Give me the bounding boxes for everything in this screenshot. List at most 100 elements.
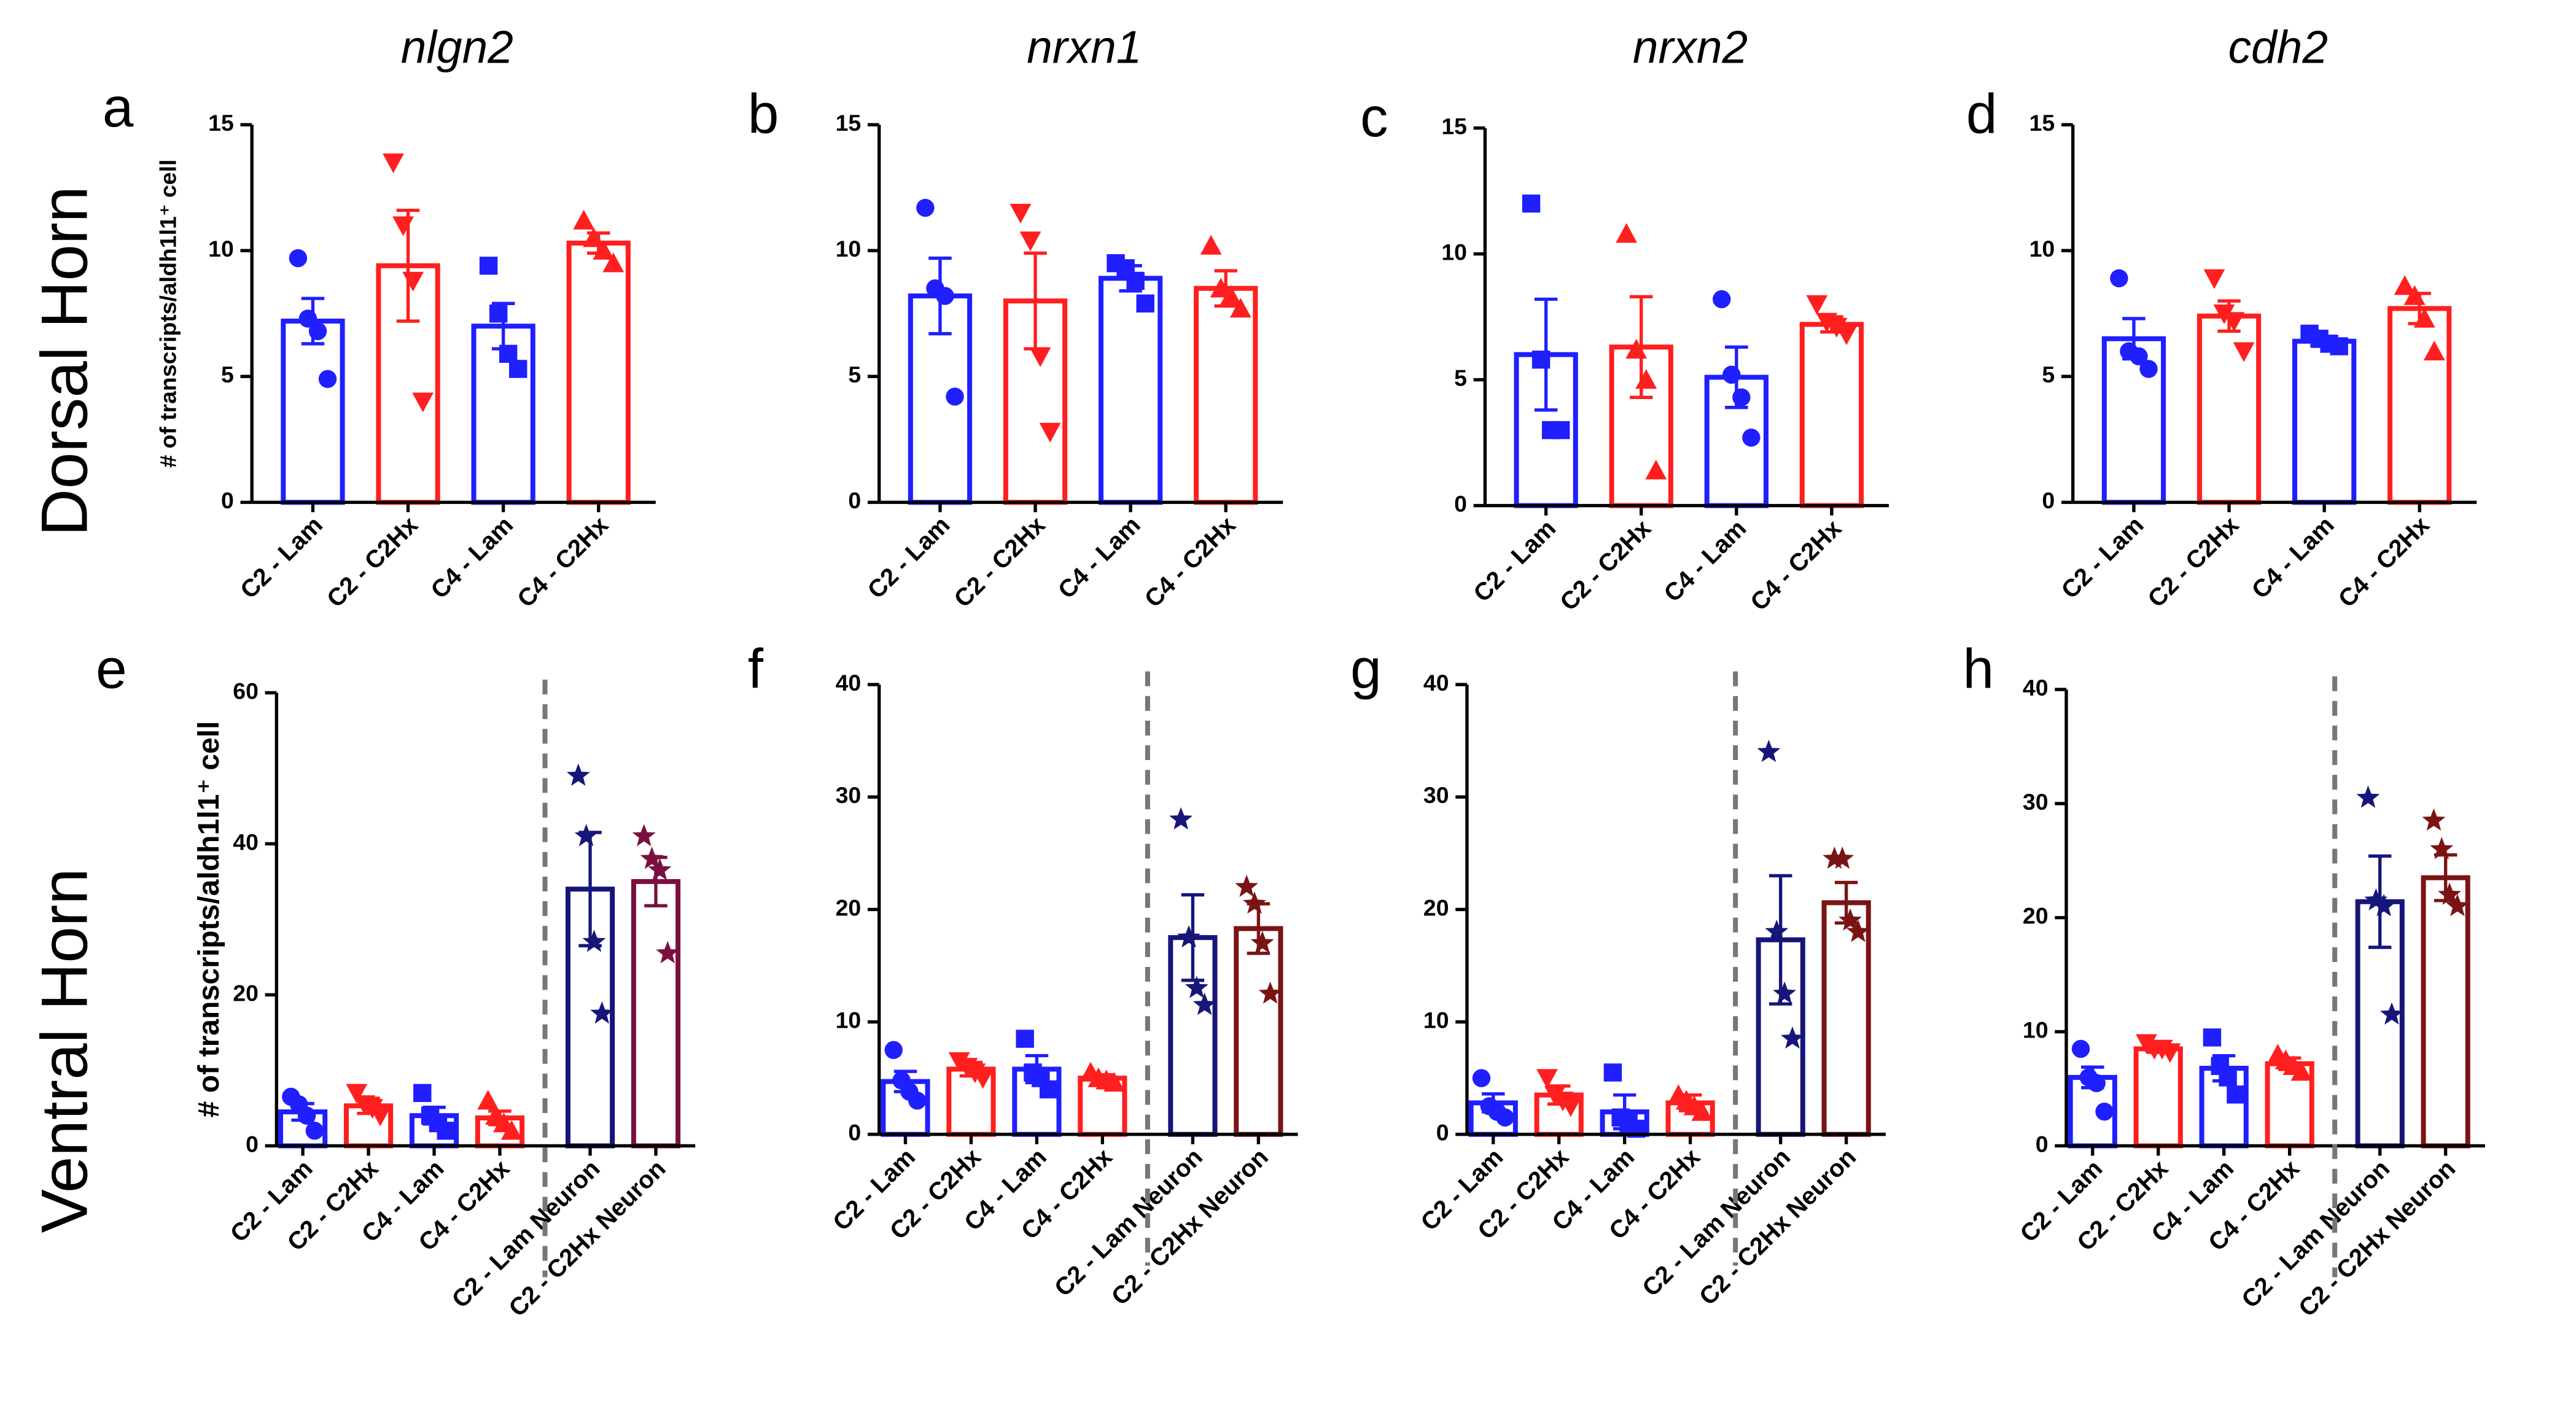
row-label: Dorsal Horn	[28, 186, 101, 537]
data-point	[509, 360, 527, 378]
bar	[2292, 338, 2357, 505]
data-point	[2379, 1002, 2403, 1025]
x-tick-label: C2 - Lam	[235, 511, 328, 604]
data-point	[1757, 739, 1781, 762]
y-tick-label: 0	[848, 487, 861, 513]
data-point	[489, 305, 508, 323]
data-point	[1536, 1069, 1558, 1089]
data-point	[936, 287, 954, 305]
data-point	[972, 1069, 994, 1089]
data-point	[2095, 1102, 2114, 1121]
data-point	[346, 1084, 368, 1104]
data-point	[908, 1092, 927, 1110]
data-point	[593, 239, 615, 260]
y-tick-label: 10	[2029, 236, 2055, 262]
data-point	[2423, 340, 2445, 360]
data-point	[2223, 312, 2245, 332]
data-point	[2364, 888, 2388, 910]
data-point	[2233, 342, 2255, 362]
data-point	[2110, 269, 2128, 288]
data-point	[402, 271, 424, 292]
y-tick-label: 40	[2023, 675, 2049, 700]
x-tick-label: C4 - C2Hx	[512, 511, 613, 613]
data-point	[412, 392, 434, 413]
bar	[1234, 926, 1283, 1137]
panel-label: c	[1360, 87, 1388, 149]
x-tick-label: C2 - C2Hx	[322, 511, 423, 613]
y-tick-label: 60	[233, 678, 259, 704]
data-point	[1713, 290, 1731, 309]
y-tick-label: 0	[2042, 487, 2055, 513]
data-point	[1029, 347, 1051, 367]
data-point	[1010, 204, 1032, 224]
data-point	[392, 216, 414, 236]
x-tick-label: C4 - C2Hx	[1745, 514, 1846, 616]
data-point	[1826, 317, 1848, 338]
data-point	[1039, 422, 1061, 443]
data-point	[1722, 365, 1741, 384]
y-tick-label: 10	[208, 236, 234, 262]
data-point	[648, 858, 672, 880]
data-point	[1136, 294, 1154, 313]
y-tick-label: 30	[1423, 782, 1449, 808]
data-point	[1839, 908, 1862, 931]
data-point	[1635, 369, 1657, 389]
data-point	[1177, 925, 1200, 948]
data-point	[946, 387, 964, 406]
data-point	[289, 249, 308, 268]
x-tick-label: C2 - C2Hx	[949, 511, 1051, 613]
data-point	[2087, 1074, 2106, 1092]
data-point	[2290, 1061, 2313, 1081]
data-point	[1625, 339, 1648, 359]
data-point	[2394, 275, 2416, 295]
y-tick-label: 10	[836, 1007, 862, 1033]
data-point	[1522, 194, 1541, 213]
data-point	[582, 929, 606, 952]
data-point	[1019, 231, 1041, 252]
y-tick-label: 15	[208, 110, 234, 136]
y-tick-label: 0	[848, 1120, 861, 1146]
row-label: Ventral Horn	[28, 868, 101, 1233]
y-axis-label: # of transcripts/aldh1l1⁺ cell	[155, 160, 181, 468]
data-point	[2422, 808, 2446, 831]
data-point	[1816, 312, 1838, 333]
data-point	[566, 763, 590, 786]
data-point	[1831, 846, 1854, 869]
y-tick-label: 10	[1423, 1007, 1449, 1033]
y-tick-label: 5	[1454, 365, 1467, 390]
y-tick-label: 0	[221, 487, 234, 513]
data-point	[1229, 298, 1251, 318]
data-point	[1220, 285, 1242, 305]
data-point	[2413, 308, 2435, 328]
data-point	[2219, 1068, 2237, 1087]
data-point	[640, 846, 664, 869]
panel-label: a	[103, 77, 134, 139]
y-tick-label: 20	[1423, 894, 1449, 920]
data-point	[500, 1120, 523, 1140]
y-tick-label: 5	[2042, 362, 2055, 387]
panel-label: h	[1963, 638, 1994, 700]
data-point	[1472, 1069, 1491, 1087]
data-point	[1039, 1080, 1058, 1099]
data-point	[305, 1122, 324, 1140]
y-tick-label: 20	[2023, 903, 2049, 929]
y-tick-label: 0	[1436, 1120, 1449, 1146]
data-point	[1242, 891, 1266, 914]
data-point	[2356, 785, 2380, 808]
y-tick-label: 20	[836, 894, 862, 920]
y-tick-label: 10	[2023, 1017, 2049, 1042]
panel-title: nlgn2	[401, 21, 513, 73]
y-tick-label: 30	[2023, 789, 2049, 815]
x-tick-label: C2 - C2Hx	[2143, 511, 2244, 613]
data-point	[1250, 931, 1274, 953]
x-tick-label: C4 - Lam	[1053, 511, 1146, 604]
data-point	[413, 1084, 432, 1103]
panel-title: nrxn1	[1027, 21, 1142, 73]
data-point	[318, 370, 337, 389]
data-point	[479, 257, 498, 275]
data-point	[573, 209, 595, 230]
data-point	[1732, 388, 1751, 406]
data-point	[1258, 981, 1282, 1004]
data-point	[1210, 277, 1232, 298]
panel-label: g	[1350, 638, 1382, 700]
